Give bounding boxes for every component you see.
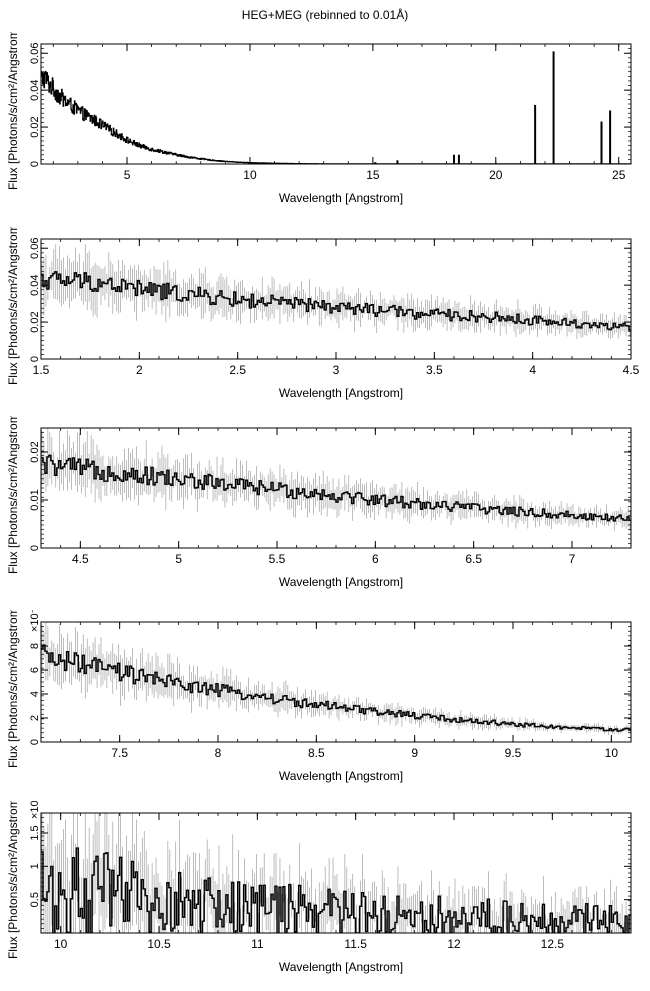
plot-frame [40,43,632,165]
chart-panel-7p1-10p1: 7.5 8 8.5 9 9.5 10 0 2 4 6 8 ×10⁻³ Wavelength [Angst… [6,610,632,783]
y-tick-label: 2 [29,715,41,721]
y-axis-label: Flux [Photons/s/cm²/Angstrom] [6,227,20,385]
x-axis-label: Wavelength [Angstrom] [279,191,403,205]
y-tick-exponent: ×10⁻³ [29,801,41,819]
chart-panel-overview: 5 10 15 20 25 0 0.02 0.04 0.06 Wavelength [Angstr… [6,32,632,205]
x-tick-label: 1.5 [33,363,50,377]
plot-area [41,813,631,933]
x-tick-label: 4.5 [72,552,89,566]
error-bars [41,622,631,735]
y-tick-label: 0.01 [29,489,41,510]
y-tick-label: 0.04 [29,79,41,100]
page-title: HEG+MEG (rebinned to 0.01Å) [241,8,409,22]
y-axis-label: Flux [Photons/s/cm²/Angstrom] [6,801,20,959]
y-tick-label: 0.5 [29,892,41,907]
spectrum-line [41,847,631,933]
y-tick-label: 0 [29,545,41,551]
x-tick-label: 10 [605,746,619,760]
error-bars [41,244,631,340]
x-tick-label: 4.5 [623,363,640,377]
plot-area [41,51,631,164]
y-tick-label: 0 [29,739,41,745]
x-tick-label: 10 [54,937,68,951]
y-tick-label: 1.5 [29,825,41,840]
y-tick-label: 0.02 [29,116,41,137]
plot-frame [40,238,632,360]
plot-area [41,428,631,531]
x-tick-label: 5.5 [269,552,286,566]
x-tick-label: 5 [124,168,131,182]
y-axis-label: Flux [Photons/s/cm²/Angstrom] [6,32,20,190]
x-axis-label: Wavelength [Angstrom] [279,769,403,783]
x-tick-label: 12.5 [541,937,565,951]
x-tick-label: 8.5 [308,746,325,760]
x-tick-label: 7.5 [111,746,128,760]
plot-frame [40,621,632,743]
y-tick-label: 8 [29,643,41,649]
x-tick-label: 6.5 [465,552,482,566]
x-tick-label: 3.5 [426,363,443,377]
y-axis-label: Flux [Photons/s/cm²/Angstrom] [6,416,20,574]
x-tick-label: 12 [447,937,461,951]
chart-panel-1p5-4p5: 1.5 2 2.5 3 3.5 4 4.5 0 0.02 0.04 0.06 Wavelength [… [6,227,640,400]
x-tick-label: 20 [489,168,503,182]
chart-panel-9p9-12p9: 10 10.5 11 11.5 12 12.50.511.5×10⁻³Wavelength… [6,801,632,974]
x-tick-label: 2.5 [229,363,246,377]
y-tick-label: 0.06 [29,238,41,259]
x-tick-label: 9.5 [505,746,522,760]
y-tick-exponent: ×10⁻³ [29,610,41,632]
x-tick-label: 5 [175,552,182,566]
spectrum-line [41,70,631,164]
x-tick-label: 25 [612,168,626,182]
y-tick-label: 0.04 [29,274,41,295]
y-tick-label: 6 [29,667,41,673]
y-tick-label: 4 [29,691,41,697]
x-axis-label: Wavelength [Angstrom] [279,575,403,589]
x-axis-label: Wavelength [Angstrom] [279,960,403,974]
x-axis-label: Wavelength [Angstrom] [279,386,403,400]
x-tick-label: 10.5 [147,937,171,951]
x-tick-label: 2 [136,363,143,377]
x-tick-label: 11.5 [344,937,367,951]
x-tick-label: 4 [529,363,536,377]
plot-frame [40,427,632,549]
x-tick-label: 15 [366,168,380,182]
x-tick-label: 3 [333,363,340,377]
y-tick-label: 0 [29,356,41,362]
spectrum-line [41,454,631,522]
plot-area [41,244,631,340]
plot-area [41,622,631,735]
x-tick-label: 6 [372,552,379,566]
x-tick-label: 10 [243,168,257,182]
x-tick-label: 7 [569,552,576,566]
y-axis-label: Flux [Photons/s/cm²/Angstrom] [6,610,20,768]
x-tick-label: 8 [215,746,222,760]
x-tick-label: 11 [251,937,264,951]
y-tick-label: 0.02 [29,311,41,332]
y-tick-label: 0.06 [29,43,41,64]
spectrum-line [41,644,631,732]
spectrum-line [41,271,631,331]
y-tick-label: 0 [29,161,41,167]
y-tick-label: 1 [29,863,41,869]
y-tick-label: 0.02 [29,441,41,462]
x-tick-label: 9 [411,746,418,760]
chart-panel-4p3-7p3: 4.5 5 5.5 6 6.5 7 0 0.01 0.02 Wavelength [Angstro… [6,416,632,589]
